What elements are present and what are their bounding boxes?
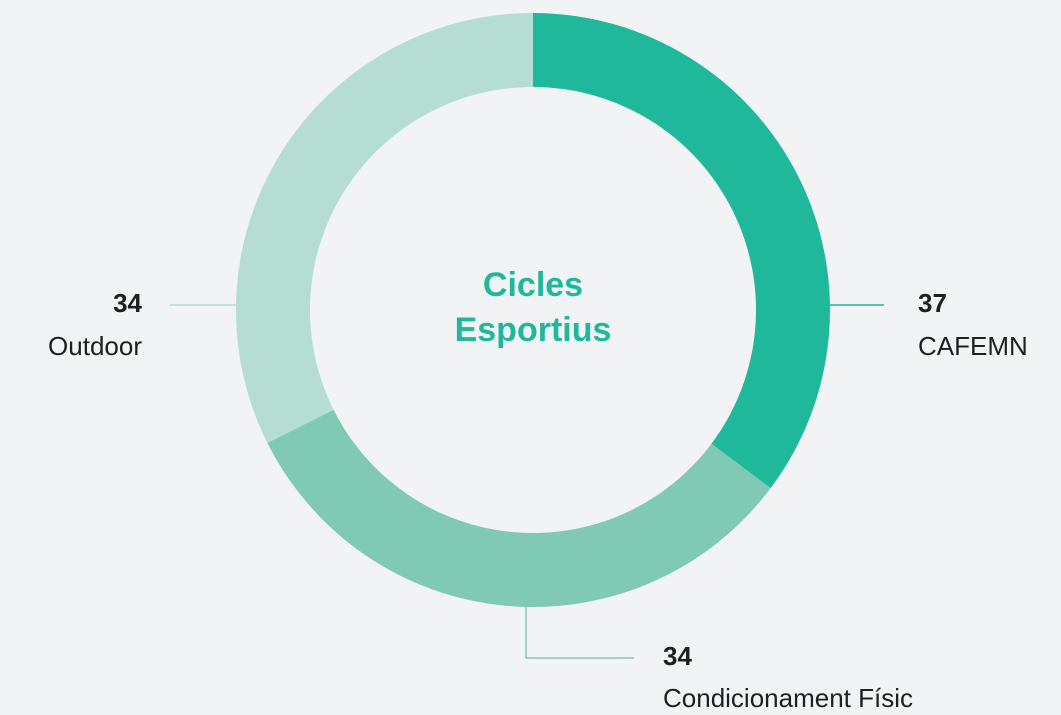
value-label: 37 — [918, 288, 947, 318]
donut-segment — [235, 13, 533, 443]
donut-segment — [267, 409, 771, 607]
value-label: 34 — [663, 641, 692, 671]
category-label: CAFEMN — [918, 331, 1028, 361]
category-label: Outdoor — [48, 331, 142, 361]
leader-line — [525, 606, 634, 659]
chart-title: Cicles Esportius — [454, 266, 612, 349]
category-label: Condicionament Físic — [663, 683, 913, 713]
value-label: 34 — [113, 288, 142, 318]
donut-segment — [533, 13, 830, 489]
